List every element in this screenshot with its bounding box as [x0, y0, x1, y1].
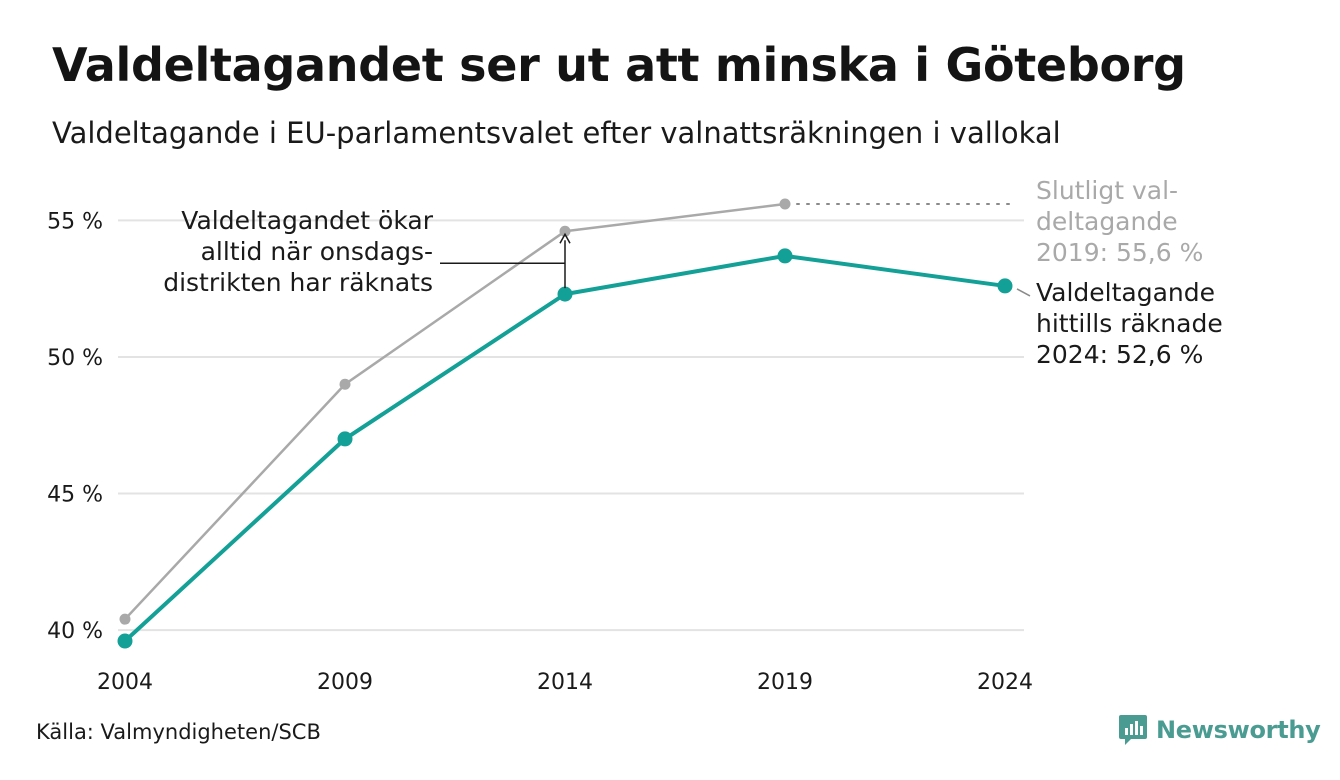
annotation-increase-line: distrikten har räknats	[163, 268, 433, 297]
data-point-current	[557, 286, 573, 302]
data-point-current	[997, 278, 1013, 294]
data-point-final	[779, 198, 791, 210]
x-tick-label: 2024	[977, 670, 1033, 695]
chart-subtitle: Valdeltagande i EU-parlamentsvalet efter…	[52, 116, 1061, 150]
brand-logo: Newsworthy	[1118, 713, 1321, 747]
annotation-current-2024-line: Valdeltagande	[1036, 278, 1215, 307]
data-point-current	[777, 248, 793, 264]
y-tick-label: 45 %	[47, 483, 103, 508]
series-line-final	[124, 202, 786, 621]
annotation-arrow-head	[559, 232, 571, 244]
x-tick-label: 2009	[317, 670, 373, 695]
data-point-final	[119, 613, 131, 625]
data-point-current	[337, 431, 353, 447]
annotation-final-2019: Slutligt val-deltagande 2019: 55,6 %	[1036, 176, 1203, 267]
y-tick-label: 50 %	[47, 346, 103, 371]
x-tick-label: 2004	[97, 670, 153, 695]
series-line-current	[123, 253, 1006, 643]
annotation-increase-line: alltid när onsdags-	[201, 237, 433, 266]
annotation-final-2019-line: 2019: 55,6 %	[1036, 238, 1203, 267]
annotations: Valdeltagandet ökar alltid när onsdags-di…	[163, 176, 1222, 369]
gridlines	[118, 219, 1024, 632]
line-chart: 40 % 45 % 50 % 55 % 2004 2009 2014 2019 2024 Va…	[47, 176, 1223, 695]
chart-title: Valdeltagandet ser ut att minska i Göteb…	[52, 38, 1186, 92]
series-layer	[117, 198, 1013, 649]
annotation-final-2019-line: Slutligt val-	[1036, 176, 1178, 205]
x-tick-label: 2019	[757, 670, 813, 695]
x-axis-ticks: 2004 2009 2014 2019 2024	[97, 670, 1033, 695]
current-2024-leader	[1016, 288, 1031, 297]
source-note: Källa: Valmyndigheten/SCB	[36, 720, 321, 744]
annotation-current-2024-line: hittills räknade	[1036, 309, 1223, 338]
y-axis-ticks: 40 % 45 % 50 % 55 %	[47, 209, 103, 644]
annotation-current-2024: Valdeltagande hittills räknade 2024: 52,6 …	[1036, 278, 1223, 369]
annotation-final-2019-line: deltagande	[1036, 207, 1178, 236]
data-point-final	[339, 378, 351, 390]
y-tick-label: 55 %	[47, 209, 103, 234]
brand-name: Newsworthy	[1156, 716, 1321, 744]
annotation-increase: Valdeltagandet ökar alltid när onsdags-di…	[163, 206, 433, 297]
data-point-final	[559, 225, 571, 237]
y-tick-label: 40 %	[47, 619, 103, 644]
annotation-current-2024-line: 2024: 52,6 %	[1036, 340, 1203, 369]
annotation-increase-line: Valdeltagandet ökar	[181, 206, 433, 235]
data-point-current	[117, 633, 133, 649]
x-tick-label: 2014	[537, 670, 593, 695]
newsworthy-logo-icon	[1119, 715, 1147, 745]
